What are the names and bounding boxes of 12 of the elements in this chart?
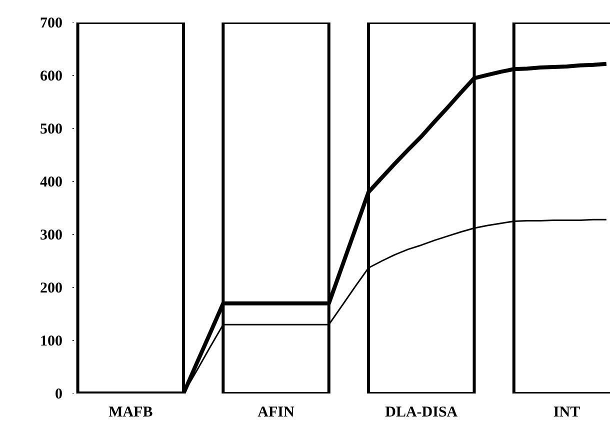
y-tick-label: 100 — [40, 334, 62, 350]
x-tick-label: INT — [553, 404, 580, 420]
y-tick-label: 500 — [40, 122, 62, 138]
y-tick-label: 700 — [40, 16, 62, 32]
y-tick-label: 300 — [40, 228, 62, 244]
y-tick-label: 200 — [40, 280, 62, 296]
x-tick-label: DLA-DISA — [385, 404, 458, 420]
x-tick-label: AFIN — [258, 404, 295, 420]
y-tick-label: 600 — [40, 68, 62, 84]
y-tick-label: 0 — [55, 386, 62, 402]
x-tick-label: MAFB — [108, 404, 153, 420]
y-tick-label: 400 — [40, 174, 62, 190]
